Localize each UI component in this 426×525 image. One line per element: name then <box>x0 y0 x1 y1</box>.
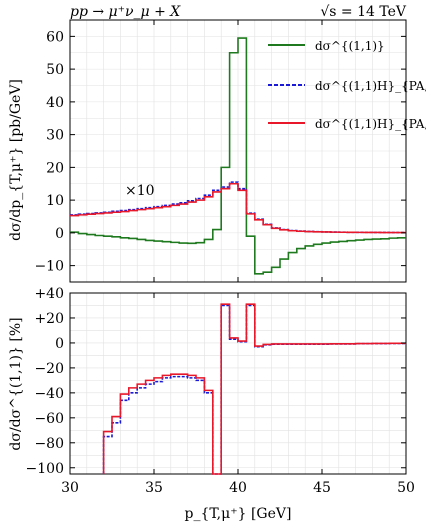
y-tick-label: 60 <box>46 29 64 45</box>
y-tick-label: −60 <box>34 411 64 427</box>
series-line-2 <box>70 182 406 234</box>
process-label: pp → μ⁺ν_μ + X <box>70 4 181 20</box>
y-tick-label: +20 <box>34 311 64 327</box>
y-tick-label: 10 <box>46 193 64 209</box>
x-axis-label: p_{T,μ⁺} [GeV] <box>185 506 292 522</box>
y-tick-label: 30 <box>46 128 64 144</box>
top-gridlines <box>69 19 407 283</box>
y-tick-label: +40 <box>34 286 64 302</box>
y-tick-label: 0 <box>55 336 64 352</box>
top-y-axis-label: dσ/dp_{T,μ⁺} [pb/GeV] <box>8 79 24 241</box>
y-tick-label: 20 <box>46 160 64 176</box>
bottom-series-group <box>102 303 406 475</box>
y-tick-label: −80 <box>34 436 64 452</box>
legend-label-rwgb: dσ^{(1,1)H}_{PA,rwg_B} <box>315 79 426 93</box>
x-tick-label: 40 <box>229 480 247 496</box>
bottom-y-axis-label: dσ/dσ^{(1,1)} [%] <box>8 317 24 450</box>
series-line-0 <box>102 304 406 475</box>
bottom-axis-ticks: 30 35 40 45 50 −100 −80 −60 −40 −20 0 +20 +40 <box>26 286 415 496</box>
x-tick-label: 50 <box>397 480 415 496</box>
legend-label-rwgv: dσ^{(1,1)H}_{PA,rwg_V} <box>315 117 426 131</box>
energy-label: √s = 14 TeV <box>320 4 407 20</box>
scale-annotation: ×10 <box>125 183 155 199</box>
y-tick-label: 50 <box>46 62 64 78</box>
y-tick-label: −100 <box>26 461 64 477</box>
y-tick-label: 0 <box>55 226 64 242</box>
legend-label-nlo: dσ^{(1,1)} <box>315 39 385 53</box>
x-tick-label: 35 <box>145 480 163 496</box>
y-tick-label: −40 <box>34 386 64 402</box>
top-series-group <box>70 37 406 275</box>
x-tick-label: 45 <box>313 480 331 496</box>
y-tick-label: −10 <box>34 259 64 275</box>
bottom-gridlines <box>69 292 407 474</box>
series-line-1 <box>102 303 406 475</box>
x-tick-label: 30 <box>61 480 79 496</box>
y-tick-label: −20 <box>34 361 64 377</box>
y-tick-label: 40 <box>46 95 64 111</box>
legend: dσ^{(1,1)} dσ^{(1,1)H}_{PA,rwg_B} dσ^{(1… <box>268 39 426 131</box>
series-line-0 <box>70 37 406 275</box>
top-axis-ticks: −10 0 10 20 30 40 50 60 <box>34 20 407 282</box>
